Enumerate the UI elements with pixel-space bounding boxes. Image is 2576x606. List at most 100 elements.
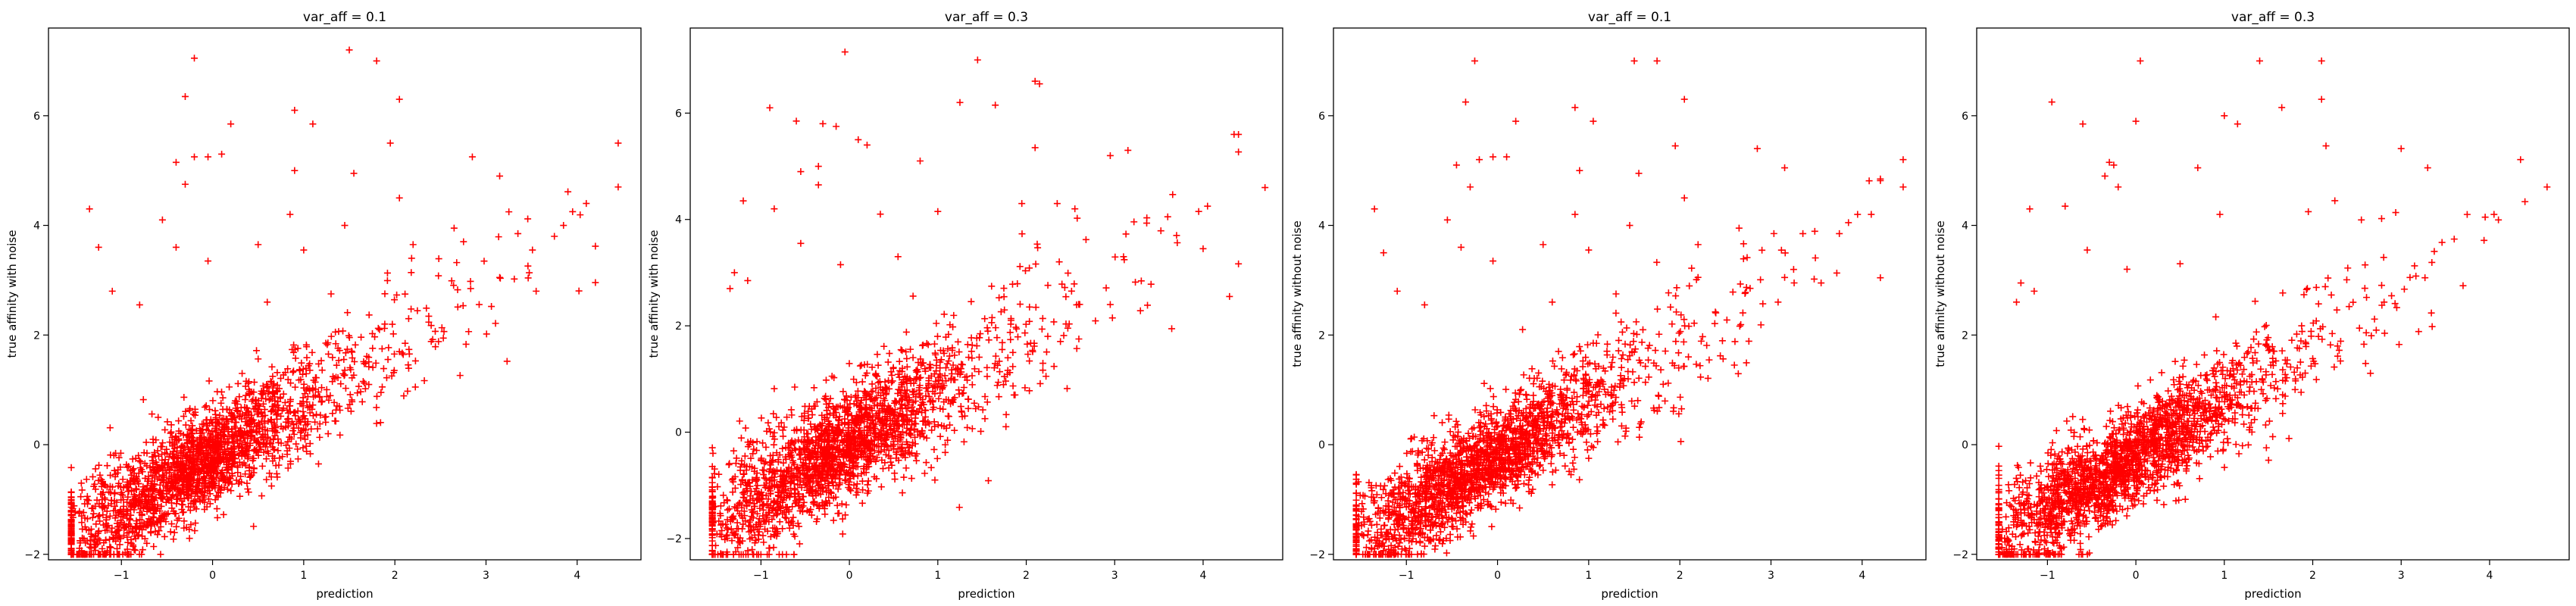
data-point: [81, 500, 89, 508]
x-tick-label: 1: [934, 570, 941, 582]
data-point: [274, 410, 281, 417]
subplot-title: var_aff = 0.1: [1588, 10, 1671, 25]
data-point: [139, 396, 147, 404]
y-tick-label: −2: [24, 549, 40, 561]
data-point: [263, 476, 270, 483]
data-point: [187, 521, 195, 529]
data-point: [179, 501, 186, 508]
data-point: [266, 470, 274, 477]
y-tick-label: 0: [33, 439, 40, 451]
data-point: [480, 258, 488, 265]
data-point: [529, 246, 536, 254]
data-point: [287, 458, 295, 465]
data-point: [277, 374, 285, 382]
data-point: [377, 389, 385, 396]
data-point: [185, 503, 192, 511]
data-point: [358, 333, 365, 341]
data-point: [157, 551, 164, 558]
x-tick-label: 4: [1199, 570, 1206, 582]
data-point: [323, 393, 330, 401]
y-tick-label: 6: [675, 108, 682, 120]
data-point: [213, 492, 220, 499]
data-point: [92, 520, 100, 528]
data-point: [524, 215, 532, 223]
subplot-title: var_aff = 0.3: [945, 10, 1028, 25]
data-point: [432, 343, 439, 351]
data-point: [283, 442, 290, 449]
data-point: [286, 408, 294, 415]
data-point: [77, 479, 85, 487]
y-tick-label: −2: [666, 533, 682, 545]
point-cloud: [67, 46, 622, 558]
x-tick-label: 0: [209, 570, 216, 582]
data-point: [286, 445, 293, 452]
data-point: [292, 383, 299, 391]
data-point: [95, 476, 102, 484]
data-point: [404, 387, 411, 395]
data-point: [274, 447, 282, 454]
data-point: [391, 296, 399, 304]
data-point: [351, 358, 358, 366]
data-point: [405, 315, 412, 323]
y-tick-label: 4: [33, 220, 40, 233]
x-tick-label: −1: [753, 570, 769, 582]
data-point: [136, 516, 144, 523]
data-point: [425, 312, 433, 320]
data-point: [209, 397, 217, 405]
subplot-1: var_aff = 0.1−1 0 1 2 3 4−20246predictiontrue…: [5, 10, 642, 601]
data-point: [308, 425, 315, 433]
data-point: [346, 391, 354, 398]
data-point: [284, 464, 292, 472]
data-point: [402, 339, 409, 347]
y-tick-label: 4: [675, 214, 682, 226]
data-point: [411, 357, 419, 364]
data-point: [211, 407, 219, 414]
data-point: [284, 365, 292, 373]
data-point: [314, 425, 321, 433]
data-point: [459, 302, 467, 310]
y-axis-label: true affinity with noise: [5, 230, 19, 358]
data-point: [344, 309, 352, 317]
data-point: [505, 208, 513, 216]
data-point: [335, 357, 342, 364]
data-point: [119, 476, 127, 483]
data-point: [303, 354, 311, 361]
data-point: [175, 417, 183, 425]
data-point: [373, 404, 380, 411]
data-point: [205, 377, 213, 385]
data-point: [359, 378, 367, 386]
data-point: [264, 448, 271, 455]
data-point: [301, 390, 308, 398]
data-point: [200, 493, 208, 501]
y-tick-label: 0: [675, 427, 682, 439]
data-point: [408, 255, 415, 262]
data-point: [381, 290, 389, 298]
data-point: [99, 511, 107, 519]
y-tick-label: 6: [33, 111, 40, 123]
data-point: [318, 384, 326, 392]
data-point: [435, 338, 442, 345]
data-point: [313, 411, 320, 418]
data-point: [236, 393, 243, 401]
data-point: [78, 519, 86, 526]
data-point: [306, 440, 314, 448]
data-point: [316, 420, 324, 428]
data-point: [201, 404, 208, 411]
data-point: [355, 383, 363, 390]
data-point: [274, 369, 281, 376]
data-point: [377, 419, 384, 426]
x-tick-label: 3: [1111, 570, 1118, 582]
x-axis-label: prediction: [958, 587, 1014, 601]
data-point: [376, 326, 383, 333]
x-tick-label: −1: [114, 570, 130, 582]
data-point: [332, 340, 339, 348]
data-point: [292, 440, 300, 448]
data-point: [186, 535, 193, 542]
data-point: [267, 483, 275, 490]
data-point: [297, 434, 305, 442]
data-point: [316, 393, 324, 401]
data-point: [336, 431, 344, 439]
data-point: [448, 277, 455, 285]
data-point: [465, 328, 473, 336]
